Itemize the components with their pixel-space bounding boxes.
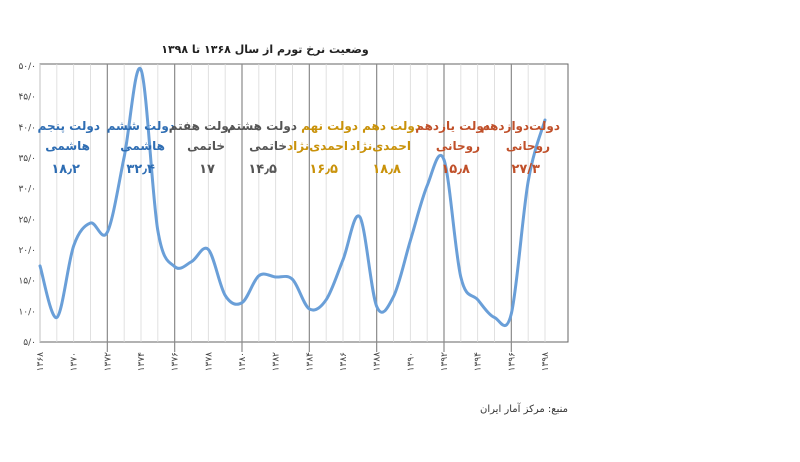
data-point bbox=[56, 317, 58, 319]
x-tick-label: ۱۳۷۸ bbox=[204, 352, 214, 372]
y-tick-label: ۵۰/۰ bbox=[18, 62, 36, 72]
government-average-inflation: ۱۶٫۵ bbox=[309, 162, 338, 177]
government-president: خاتمی bbox=[187, 139, 225, 153]
data-point bbox=[359, 216, 361, 218]
data-point bbox=[191, 261, 193, 263]
government-name: دولت پنجم bbox=[38, 119, 100, 134]
government-labels: دولت پنجم هاشمی ۱۸٫۲ دولت ششم هاشمی ۳۲٫۴ دولت … bbox=[38, 119, 560, 177]
y-tick-label: ۲۰/۰ bbox=[18, 246, 36, 256]
government-name: دولت هفتم bbox=[169, 119, 235, 134]
y-tick-label: ۱۰/۰ bbox=[18, 307, 36, 317]
government-president: احمدی‌نژاد bbox=[350, 139, 411, 153]
x-tick-label: ۱۳۷۴ bbox=[137, 352, 147, 372]
data-point bbox=[325, 299, 327, 301]
x-tick-label: ۱۳۹۲ bbox=[440, 352, 450, 372]
government-name: دولت یازدهم bbox=[415, 119, 490, 134]
x-tick-label: ۱۳۷۰ bbox=[70, 352, 80, 371]
data-point bbox=[309, 308, 311, 310]
data-point bbox=[511, 313, 513, 315]
government-average-inflation: ۱۴٫۵ bbox=[248, 162, 277, 177]
data-point bbox=[107, 231, 109, 233]
government-president: روحانی bbox=[506, 139, 550, 154]
government-average-inflation: ۳۲٫۴ bbox=[126, 162, 155, 177]
x-tick-label: ۱۳۸۰ bbox=[238, 352, 248, 371]
axis-layer: ۵/۰ ۱۰/۰ ۱۵/۰ ۲۰/۰ ۲۵/۰ ۳۰/۰ ۳۵/۰ ۴۰/۰ ۴۵/۰ ۵۰/۰ ۱… bbox=[18, 62, 551, 371]
x-tick-label: ۱۳۷۲ bbox=[103, 352, 113, 372]
y-tick-label: ۳۵/۰ bbox=[18, 154, 36, 164]
data-point bbox=[292, 279, 294, 281]
government-name: دولت نهم bbox=[301, 119, 358, 134]
x-tick-label: ۱۳۸۶ bbox=[339, 352, 349, 372]
government-president: روحانی bbox=[436, 139, 480, 154]
government-name: دولت‌دوازدهم bbox=[481, 119, 560, 134]
data-point bbox=[90, 222, 92, 224]
x-tick-label: ۱۳۹۸ bbox=[541, 352, 551, 372]
government-average-inflation: ۱۵٫۸ bbox=[441, 162, 470, 177]
y-tick-label: ۴۰/۰ bbox=[18, 123, 36, 133]
data-point bbox=[123, 156, 125, 158]
chart-source: منبع: مرکز آمار ایران bbox=[480, 402, 568, 415]
data-point bbox=[426, 185, 428, 187]
government-president: هاشمی bbox=[45, 139, 90, 153]
line-layer bbox=[38, 66, 547, 328]
government-name: دولت هشتم bbox=[227, 119, 297, 134]
data-point bbox=[527, 181, 529, 183]
data-point bbox=[443, 159, 445, 161]
data-point bbox=[410, 240, 412, 242]
x-tick-label: ۱۳۷۶ bbox=[171, 352, 181, 372]
government-average-inflation: ۱۸٫۲ bbox=[51, 162, 80, 177]
data-point bbox=[393, 296, 395, 298]
x-tick-label: ۱۳۸۴ bbox=[305, 352, 315, 372]
data-point bbox=[494, 317, 496, 319]
data-point bbox=[376, 306, 378, 308]
data-point bbox=[342, 259, 344, 261]
y-tick-label: ۲۵/۰ bbox=[18, 215, 36, 225]
government-name: دولت دهم bbox=[362, 119, 421, 134]
data-point bbox=[73, 245, 75, 247]
government-average-inflation: ۱۷ bbox=[199, 162, 215, 177]
data-point bbox=[174, 266, 176, 268]
y-tick-label: ۱۵/۰ bbox=[18, 277, 36, 287]
x-tick-label: ۱۳۹۰ bbox=[406, 352, 416, 371]
data-point bbox=[241, 302, 243, 304]
y-tick-label: ۴۵/۰ bbox=[18, 93, 36, 103]
data-point bbox=[39, 265, 41, 267]
x-tick-label: ۱۳۹۴ bbox=[474, 352, 484, 372]
x-tick-label: ۱۳۸۸ bbox=[373, 352, 383, 372]
data-point bbox=[157, 230, 159, 232]
data-point bbox=[224, 295, 226, 297]
government-average-inflation: ۱۸٫۸ bbox=[372, 162, 401, 177]
x-tick-label: ۱۳۶۸ bbox=[36, 352, 46, 372]
government-name: دولت ششم bbox=[107, 119, 175, 134]
y-tick-label: ۳۰/۰ bbox=[18, 185, 36, 195]
data-point bbox=[208, 249, 210, 251]
data-point bbox=[275, 276, 277, 278]
chart-title: وضعیت نرخ تورم از سال ۱۳۶۸ تا ۱۳۹۸ bbox=[161, 43, 369, 56]
grid-layer bbox=[39, 63, 569, 352]
government-president: احمدی‌نژاد bbox=[287, 139, 348, 153]
government-president: هاشمی bbox=[120, 139, 165, 153]
x-tick-label: ۱۳۸۲ bbox=[272, 352, 282, 372]
government-president: خاتمی bbox=[249, 139, 287, 153]
data-point bbox=[140, 69, 142, 71]
data-point bbox=[460, 276, 462, 278]
y-tick-label: ۵/۰ bbox=[23, 338, 36, 348]
data-point bbox=[258, 275, 260, 277]
inflation-series-line bbox=[38, 66, 547, 328]
government-average-inflation: ۲۷/۳ bbox=[511, 162, 540, 177]
x-tick-label: ۱۳۹۶ bbox=[507, 352, 517, 372]
data-point bbox=[477, 299, 479, 301]
